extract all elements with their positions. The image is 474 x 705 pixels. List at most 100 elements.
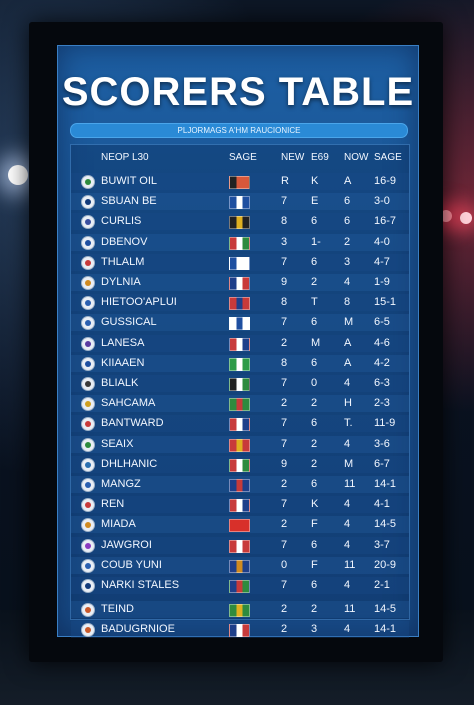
team-crest-icon xyxy=(81,558,95,573)
e69-value: 6 xyxy=(311,215,318,228)
header-new: NEW xyxy=(281,152,305,163)
e69-value: F xyxy=(311,518,318,531)
new-value: 8 xyxy=(281,356,288,369)
country-flag-icon xyxy=(229,297,250,311)
now-value: 11 xyxy=(344,558,356,571)
country-flag-icon xyxy=(229,196,250,210)
new-value: 2 xyxy=(281,478,288,490)
light-glow-right-1 xyxy=(440,210,452,222)
now-value: 4 xyxy=(344,518,351,531)
table-row: BUWIT OIL R K A 16-9 xyxy=(71,173,409,190)
new-value: R xyxy=(281,175,289,187)
score-value: 20-9 xyxy=(374,558,397,571)
player-name: SBUAN BE xyxy=(101,195,157,208)
score-value: 4-1 xyxy=(374,498,390,511)
now-value: 8 xyxy=(344,296,351,309)
now-value: 6 xyxy=(344,195,351,208)
table-row: LANESA 2 M A 4-6 xyxy=(71,334,409,352)
score-value: 4-0 xyxy=(374,235,390,248)
table-row: DBENOV 3 1- 2 4-0 xyxy=(71,233,409,251)
team-crest-icon xyxy=(81,235,95,250)
e69-value: 1- xyxy=(311,235,321,248)
country-flag-icon xyxy=(229,539,250,553)
new-value: 7 xyxy=(281,195,288,208)
score-value: 2-3 xyxy=(374,397,390,410)
score-value: 3-0 xyxy=(374,195,390,208)
score-value: 14-5 xyxy=(374,603,397,616)
e69-value: 6 xyxy=(311,579,318,591)
score-value: 4-6 xyxy=(374,336,390,349)
new-value: 2 xyxy=(281,336,288,349)
table-header: NEOP L30 SAGE NEW E69 NOW SAGE xyxy=(71,149,409,166)
table-row: JAWGROI 7 6 4 3-7 xyxy=(71,536,409,554)
now-value: 4 xyxy=(344,276,351,288)
team-crest-icon xyxy=(81,538,95,553)
table-row: NARKI STALES 7 6 4 2-1 xyxy=(71,577,409,594)
player-name: BLIALK xyxy=(101,377,139,389)
country-flag-icon xyxy=(229,176,250,189)
score-value: 14-5 xyxy=(374,518,397,531)
team-crest-icon xyxy=(81,215,95,230)
now-value: 2 xyxy=(344,235,351,248)
now-value: 4 xyxy=(344,498,351,511)
team-crest-icon xyxy=(81,276,95,290)
player-name: SEAIX xyxy=(101,437,134,450)
player-name: DBENOV xyxy=(101,235,148,248)
e69-value: 2 xyxy=(311,457,318,470)
country-flag-icon xyxy=(229,458,250,472)
score-value: 4-2 xyxy=(374,356,390,369)
team-crest-icon xyxy=(81,377,95,391)
player-name: MANGZ xyxy=(101,478,141,490)
player-name: CURLIS xyxy=(101,215,142,228)
player-name: DHLHANIC xyxy=(101,457,158,470)
team-crest-icon xyxy=(81,498,95,513)
player-name: COUB YUNI xyxy=(101,558,162,571)
now-value: A xyxy=(344,175,352,187)
e69-value: K xyxy=(311,175,319,187)
new-value: 3 xyxy=(281,235,288,248)
now-value: 3 xyxy=(344,255,351,268)
new-value: 8 xyxy=(281,215,288,228)
e69-value: 6 xyxy=(311,478,318,490)
table-row: MIADA 2 F 4 14-5 xyxy=(71,516,409,534)
player-name: NARKI STALES xyxy=(101,579,180,591)
e69-value: 2 xyxy=(311,397,318,410)
score-value: 4-7 xyxy=(374,255,390,268)
table-row: BADUGRNIOE 2 3 4 14-1 xyxy=(71,621,409,639)
player-name: LANESA xyxy=(101,336,145,349)
country-flag-icon xyxy=(229,499,250,513)
now-value: A xyxy=(344,356,352,369)
header-sage: SAGE xyxy=(229,152,257,163)
table-row: SAHCAMA 2 2 H 2-3 xyxy=(71,395,409,413)
new-value: 7 xyxy=(281,377,288,389)
country-flag-icon xyxy=(229,559,250,573)
table-row: MANGZ 2 6 11 14-1 xyxy=(71,476,409,493)
e69-value: T xyxy=(311,296,318,309)
e69-value: 0 xyxy=(311,377,318,389)
score-value: 15-1 xyxy=(374,296,397,309)
team-crest-icon xyxy=(81,175,95,189)
team-crest-icon xyxy=(81,255,95,270)
now-value: 4 xyxy=(344,623,351,636)
now-value: A xyxy=(344,336,352,349)
country-flag-icon xyxy=(229,236,250,250)
team-crest-icon xyxy=(81,356,95,371)
table-row: DYLNIA 9 2 4 1-9 xyxy=(71,274,409,291)
team-crest-icon xyxy=(81,518,95,533)
scorers-table: NEOP L30 SAGE NEW E69 NOW SAGE BUWIT OIL… xyxy=(70,144,410,639)
table-row: BANTWARD 7 6 T. 11-9 xyxy=(71,415,409,433)
header-now: NOW xyxy=(344,152,369,163)
e69-value: 2 xyxy=(311,437,318,450)
country-flag-icon xyxy=(229,378,250,391)
score-value: 2-1 xyxy=(374,579,390,591)
e69-value: 6 xyxy=(311,316,318,329)
table-row: DHLHANIC 9 2 M 6-7 xyxy=(71,455,409,473)
team-crest-icon xyxy=(81,417,95,432)
country-flag-icon xyxy=(229,438,250,452)
team-crest-icon xyxy=(81,397,95,412)
new-value: 2 xyxy=(281,603,288,616)
score-value: 16-7 xyxy=(374,215,397,228)
new-value: 7 xyxy=(281,498,288,511)
table-row: THLALM 7 6 3 4-7 xyxy=(71,253,409,271)
table-row: HIETOO'APLUI 8 T 8 15-1 xyxy=(71,294,409,312)
